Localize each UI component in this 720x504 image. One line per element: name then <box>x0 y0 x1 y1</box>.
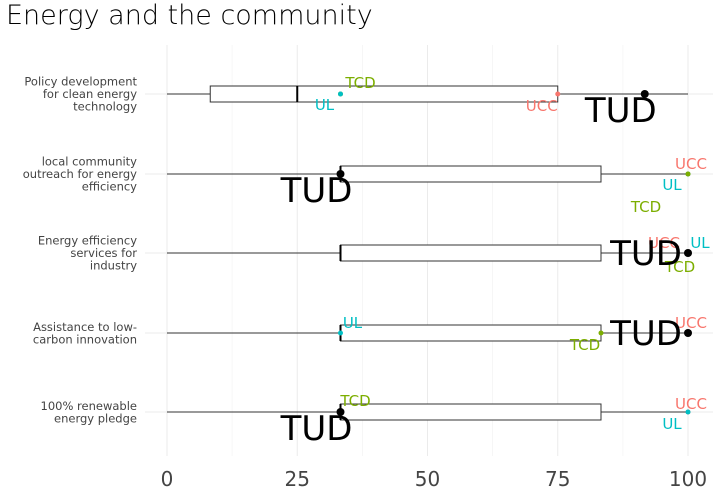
point-tud <box>640 90 649 98</box>
x-tick-label: 75 <box>545 467 570 491</box>
category-label: technology <box>73 100 137 114</box>
category-label: Policy development <box>24 75 137 89</box>
point-tcd <box>685 171 691 177</box>
point-label-tcd: TCD <box>630 198 661 216</box>
point-label-tud: TUD <box>609 314 682 354</box>
point-label-ul: UL <box>662 415 682 433</box>
category-label: Energy efficiency <box>38 234 137 248</box>
x-tick-label: 50 <box>415 467 440 491</box>
point-ul <box>685 409 691 415</box>
category-row: Assistance to low-carbon innovation UL TCD… <box>33 314 707 354</box>
x-tick-label: 0 <box>161 467 174 491</box>
iqr-box <box>339 324 602 342</box>
point-label-tcd: TCD <box>569 336 600 354</box>
point-ul <box>337 330 343 336</box>
point-tud <box>336 170 345 178</box>
point-label-tud: TUD <box>280 409 353 449</box>
category-label: Assistance to low- <box>33 320 137 334</box>
point-ul <box>337 91 343 97</box>
category-label: carbon innovation <box>33 332 137 346</box>
x-tick-label: 25 <box>285 467 310 491</box>
point-label-ucc: UCC <box>675 395 707 413</box>
category-label: local community <box>42 155 137 169</box>
point-label-tud: TUD <box>584 91 657 131</box>
category-label: efficiency <box>82 180 137 194</box>
point-ucc <box>555 91 561 97</box>
category-label: for clean energy <box>43 87 137 101</box>
point-tud <box>336 408 345 416</box>
point-label-ucc: UCC <box>648 234 680 252</box>
point-tcd <box>598 330 604 336</box>
point-label-tcd: TCD <box>339 392 370 410</box>
category-label: services for <box>70 246 137 260</box>
category-label: 100% renewable <box>41 399 137 413</box>
x-tick-label: 100 <box>669 467 707 491</box>
category-label: industry <box>90 259 137 273</box>
point-label-ul: UL <box>690 234 710 252</box>
iqr-box <box>339 244 602 262</box>
category-label: outreach for energy <box>23 167 137 181</box>
iqr-box <box>209 85 559 103</box>
point-label-tcd: TCD <box>664 258 695 276</box>
point-label-ucc: UCC <box>675 155 707 173</box>
point-tud <box>684 329 692 337</box>
point-label-tud: TUD <box>609 234 682 274</box>
category-label: energy pledge <box>54 411 137 425</box>
point-label-tud: TUD <box>280 171 353 211</box>
point-label-tcd: TCD <box>344 74 375 92</box>
point-label-ul: UL <box>662 176 682 194</box>
iqr-box <box>339 403 602 421</box>
point-tud <box>684 249 692 257</box>
point-label-ul: UL <box>343 314 363 332</box>
point-label-ul: UL <box>315 96 335 114</box>
point-label-ucc: UCC <box>675 314 707 332</box>
iqr-box <box>339 165 602 183</box>
point-label-ucc: UCC <box>526 97 558 115</box>
chart-title: Energy and the community <box>6 0 373 31</box>
